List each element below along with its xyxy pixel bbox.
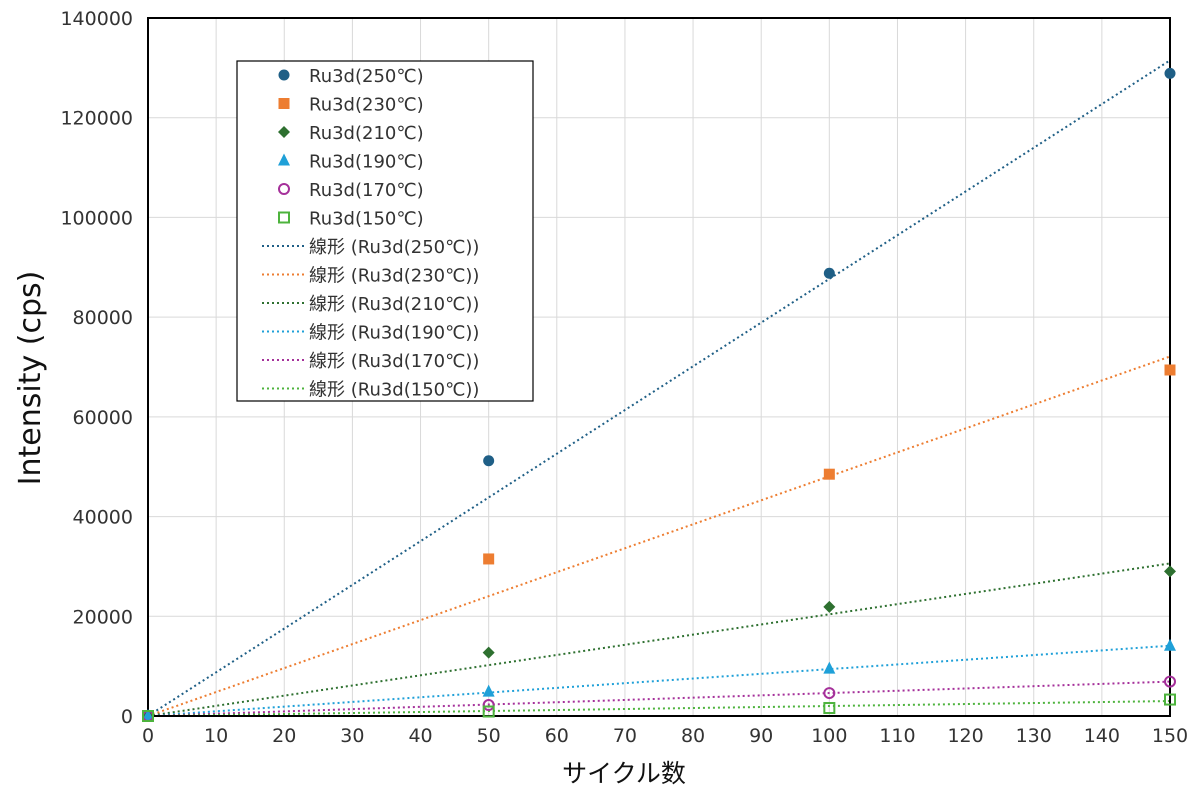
y-tick-label: 0 [121, 706, 133, 728]
data-point [823, 267, 835, 279]
data-point [482, 646, 495, 659]
data-point [1164, 638, 1176, 651]
y-tick-label: 120000 [60, 108, 133, 130]
x-axis-title: サイクル数 [562, 759, 686, 788]
data-point [142, 709, 154, 721]
y-tick-label: 60000 [73, 407, 133, 429]
data-point [482, 699, 495, 712]
data-markers [142, 67, 1176, 722]
x-tick-label: 150 [1152, 725, 1188, 747]
data-point [823, 687, 836, 700]
data-point [482, 705, 495, 718]
trendline [147, 355, 1171, 717]
x-tick-label: 70 [613, 725, 637, 747]
data-point [823, 661, 836, 674]
x-tick-label: 50 [477, 725, 501, 747]
legend-entry: 線形 (Ru3d(190℃)) [309, 323, 479, 344]
trendline [147, 644, 1171, 717]
legend-entry: Ru3d(150℃) [309, 209, 424, 230]
data-point [483, 553, 495, 565]
legend-entry: 線形 (Ru3d(170℃)) [309, 351, 479, 372]
tick-labels: 0 10 20 30 40 50 60 70 80 90 100 110 120 130 140 150 0 20… [60, 8, 1188, 747]
data-point [823, 702, 836, 715]
x-tick-label: 10 [204, 725, 228, 747]
legend-entry: 線形 (Ru3d(230℃)) [309, 266, 479, 287]
x-tick-label: 100 [811, 725, 847, 747]
x-tick-label: 30 [340, 725, 364, 747]
y-tick-label: 140000 [60, 8, 133, 30]
data-point [1164, 364, 1176, 376]
legend: Ru3d(250℃) Ru3d(230℃) Ru3d(210℃) Ru3d(190℃)… [236, 60, 534, 402]
x-tick-label: 130 [1016, 725, 1052, 747]
y-tick-label: 40000 [73, 507, 133, 529]
x-tick-label: 20 [272, 725, 296, 747]
x-tick-label: 0 [142, 725, 154, 747]
legend-entry: Ru3d(170℃) [309, 180, 424, 201]
trendline [147, 700, 1171, 717]
legend-marker [278, 126, 290, 138]
data-point [823, 468, 835, 480]
legend-entry: Ru3d(250℃) [309, 66, 424, 87]
data-point [483, 455, 495, 467]
y-tick-label: 20000 [73, 606, 133, 628]
x-tick-label: 40 [408, 725, 432, 747]
data-point [482, 684, 495, 697]
legend-entry: Ru3d(210℃) [309, 123, 424, 144]
x-tick-label: 110 [879, 725, 915, 747]
legend-marker [278, 211, 290, 224]
legend-entry: 線形 (Ru3d(210℃)) [309, 294, 479, 315]
y-tick-label: 100000 [60, 207, 133, 229]
data-point [823, 600, 836, 613]
data-point [1164, 675, 1176, 688]
data-point [1164, 565, 1176, 578]
trendlines [147, 59, 1171, 717]
data-point [142, 710, 154, 722]
trendline [147, 680, 1171, 717]
x-tick-label: 90 [749, 725, 773, 747]
x-tick-label: 120 [947, 725, 983, 747]
legend-entry: 線形 (Ru3d(150℃)) [309, 380, 479, 401]
x-tick-label: 60 [545, 725, 569, 747]
legend-marker [278, 183, 290, 195]
x-tick-label: 140 [1084, 725, 1120, 747]
y-tick-label: 80000 [73, 307, 133, 329]
legend-entry: Ru3d(190℃) [309, 152, 424, 173]
y-axis-title: Intensity (cps) [13, 271, 48, 486]
legend-box [236, 60, 534, 402]
legend-marker [278, 69, 290, 81]
legend-entry: 線形 (Ru3d(250℃)) [309, 237, 479, 258]
legend-entry: Ru3d(230℃) [309, 95, 424, 116]
trendline [147, 562, 1171, 717]
trendline [147, 59, 1171, 717]
data-point [1164, 693, 1176, 706]
x-tick-label: 80 [681, 725, 705, 747]
legend-marker [278, 98, 290, 109]
legend-marker [278, 153, 290, 166]
data-point [1164, 67, 1176, 79]
